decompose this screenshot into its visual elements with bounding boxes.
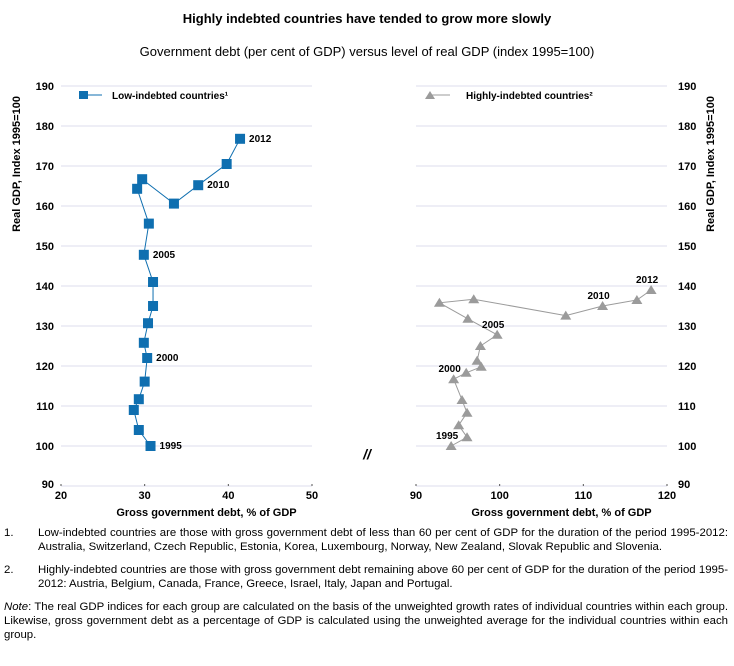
data-point-1996 — [461, 432, 473, 442]
y-tick-label: 130 — [36, 321, 54, 333]
x-tick-label: 20 — [55, 490, 67, 502]
data-point-1999 — [456, 395, 468, 404]
methodology-note: Note: The real GDP indices for each grou… — [4, 600, 728, 642]
note-label: Note — [4, 601, 29, 613]
y-tick-label: 110 — [678, 401, 696, 413]
y-tick-label: 150 — [36, 241, 54, 253]
x-tick-label: 110 — [574, 490, 592, 502]
y-tick-label: 140 — [678, 281, 696, 293]
data-point-2002 — [143, 318, 154, 329]
y-tick-label: 150 — [678, 241, 696, 253]
data-point-2007 — [433, 297, 445, 307]
y-tick-label: 130 — [678, 321, 696, 333]
legend-marker-square — [79, 91, 88, 99]
data-point-2011 — [221, 159, 232, 169]
footnote-2: 2. Highly-indebted countries are those w… — [4, 563, 728, 591]
y-axis-title: Real GDP, Index 1995=100 — [11, 96, 23, 232]
data-point-2010 — [193, 180, 204, 191]
data-point-2010 — [597, 301, 609, 310]
data-point-2009 — [560, 310, 572, 320]
x-axis-title: Gross government debt, % of GDP — [116, 507, 296, 519]
series-line — [437, 289, 652, 447]
annotation-2010: 2010 — [207, 180, 230, 191]
y-tick-label: 140 — [36, 281, 54, 293]
note-text: : The real GDP indices for each group ar… — [4, 601, 728, 641]
annotation-2005: 2005 — [153, 250, 176, 261]
y-tick-label: 170 — [678, 161, 696, 173]
data-point-1999 — [139, 376, 150, 387]
y-tick-label: 180 — [678, 121, 696, 133]
data-point-2003 — [471, 355, 483, 365]
x-tick-label: 90 — [410, 490, 422, 502]
chart-title: Highly indebted countries have tended to… — [182, 11, 552, 26]
x-tick-label: 40 — [222, 490, 234, 502]
footnotes: 1. Low-indebted countries are those with… — [4, 526, 728, 642]
data-point-2006 — [143, 218, 154, 229]
y-tick-label: 100 — [36, 441, 54, 453]
annotation-2005: 2005 — [482, 320, 505, 331]
y-tick-label: 160 — [678, 201, 696, 213]
footnote-1: 1. Low-indebted countries are those with… — [4, 526, 728, 554]
data-point-2005 — [138, 249, 149, 260]
x-tick-label: 50 — [306, 490, 318, 502]
y-tick-label: 120 — [678, 361, 696, 373]
y-tick-label: 90 — [678, 479, 690, 491]
data-point-2008 — [468, 294, 480, 304]
footnote-text: Highly-indebted countries are those with… — [38, 564, 728, 590]
chart-subtitle: Government debt (per cent of GDP) versus… — [139, 44, 595, 59]
data-point-1997 — [128, 405, 139, 415]
data-point-2003 — [148, 301, 159, 311]
data-point-1995 — [445, 441, 457, 450]
y-tick-label: 120 — [36, 361, 54, 373]
x-tick-label: 120 — [658, 490, 676, 502]
footnote-number: 1. — [4, 527, 14, 539]
data-point-1998 — [133, 394, 144, 405]
y-tick-label: 180 — [36, 121, 54, 133]
legend-label: Low-indebted countries¹ — [112, 91, 229, 102]
data-point-1996 — [133, 425, 144, 435]
annotation-2000: 2000 — [439, 364, 462, 375]
legend-marker-triangle — [425, 91, 435, 99]
data-point-1995 — [145, 441, 156, 451]
data-point-2007 — [132, 183, 143, 194]
x-axis-title: Gross government debt, % of GDP — [471, 507, 651, 519]
data-point-2004 — [148, 277, 159, 287]
annotation-2012: 2012 — [249, 134, 272, 145]
annotation-2012: 2012 — [636, 275, 659, 286]
y-tick-label: 90 — [42, 479, 54, 491]
data-point-1997 — [453, 420, 465, 430]
footnote-number: 2. — [4, 564, 14, 576]
data-point-2012 — [235, 133, 246, 144]
y-axis-title: Real GDP, Index 1995=100 — [705, 96, 717, 232]
data-point-2006 — [462, 313, 474, 323]
annotation-2010: 2010 — [587, 291, 610, 302]
y-tick-label: 190 — [36, 81, 54, 93]
annotation-2000: 2000 — [156, 353, 179, 364]
y-tick-label: 170 — [36, 161, 54, 173]
data-point-2000 — [142, 353, 153, 363]
data-point-2001 — [138, 337, 149, 348]
data-point-2011 — [631, 295, 643, 304]
data-point-1998 — [461, 407, 473, 417]
annotation-1995: 1995 — [436, 431, 459, 442]
data-point-2002 — [475, 361, 487, 371]
y-tick-label: 190 — [678, 81, 696, 93]
data-point-2005 — [491, 329, 503, 339]
data-point-2009 — [168, 198, 179, 209]
annotation-1995: 1995 — [160, 441, 183, 452]
data-point-2004 — [474, 341, 486, 350]
y-tick-label: 160 — [36, 201, 54, 213]
footnote-text: Low-indebted countries are those with gr… — [38, 527, 728, 553]
axis-break-mark: // — [362, 446, 373, 462]
y-tick-label: 100 — [678, 441, 696, 453]
legend-label: Highly-indebted countries² — [466, 91, 593, 102]
data-point-2008 — [137, 174, 148, 185]
x-tick-label: 100 — [490, 490, 508, 502]
data-point-2012 — [645, 285, 657, 294]
x-tick-label: 30 — [139, 490, 151, 502]
chart-canvas: 90 100 110 120 130 140 150 160 170 180 190 20 30 40 50… — [11, 81, 717, 519]
y-tick-label: 110 — [36, 401, 54, 413]
data-point-2000 — [448, 374, 460, 384]
data-point-2001 — [460, 367, 472, 377]
